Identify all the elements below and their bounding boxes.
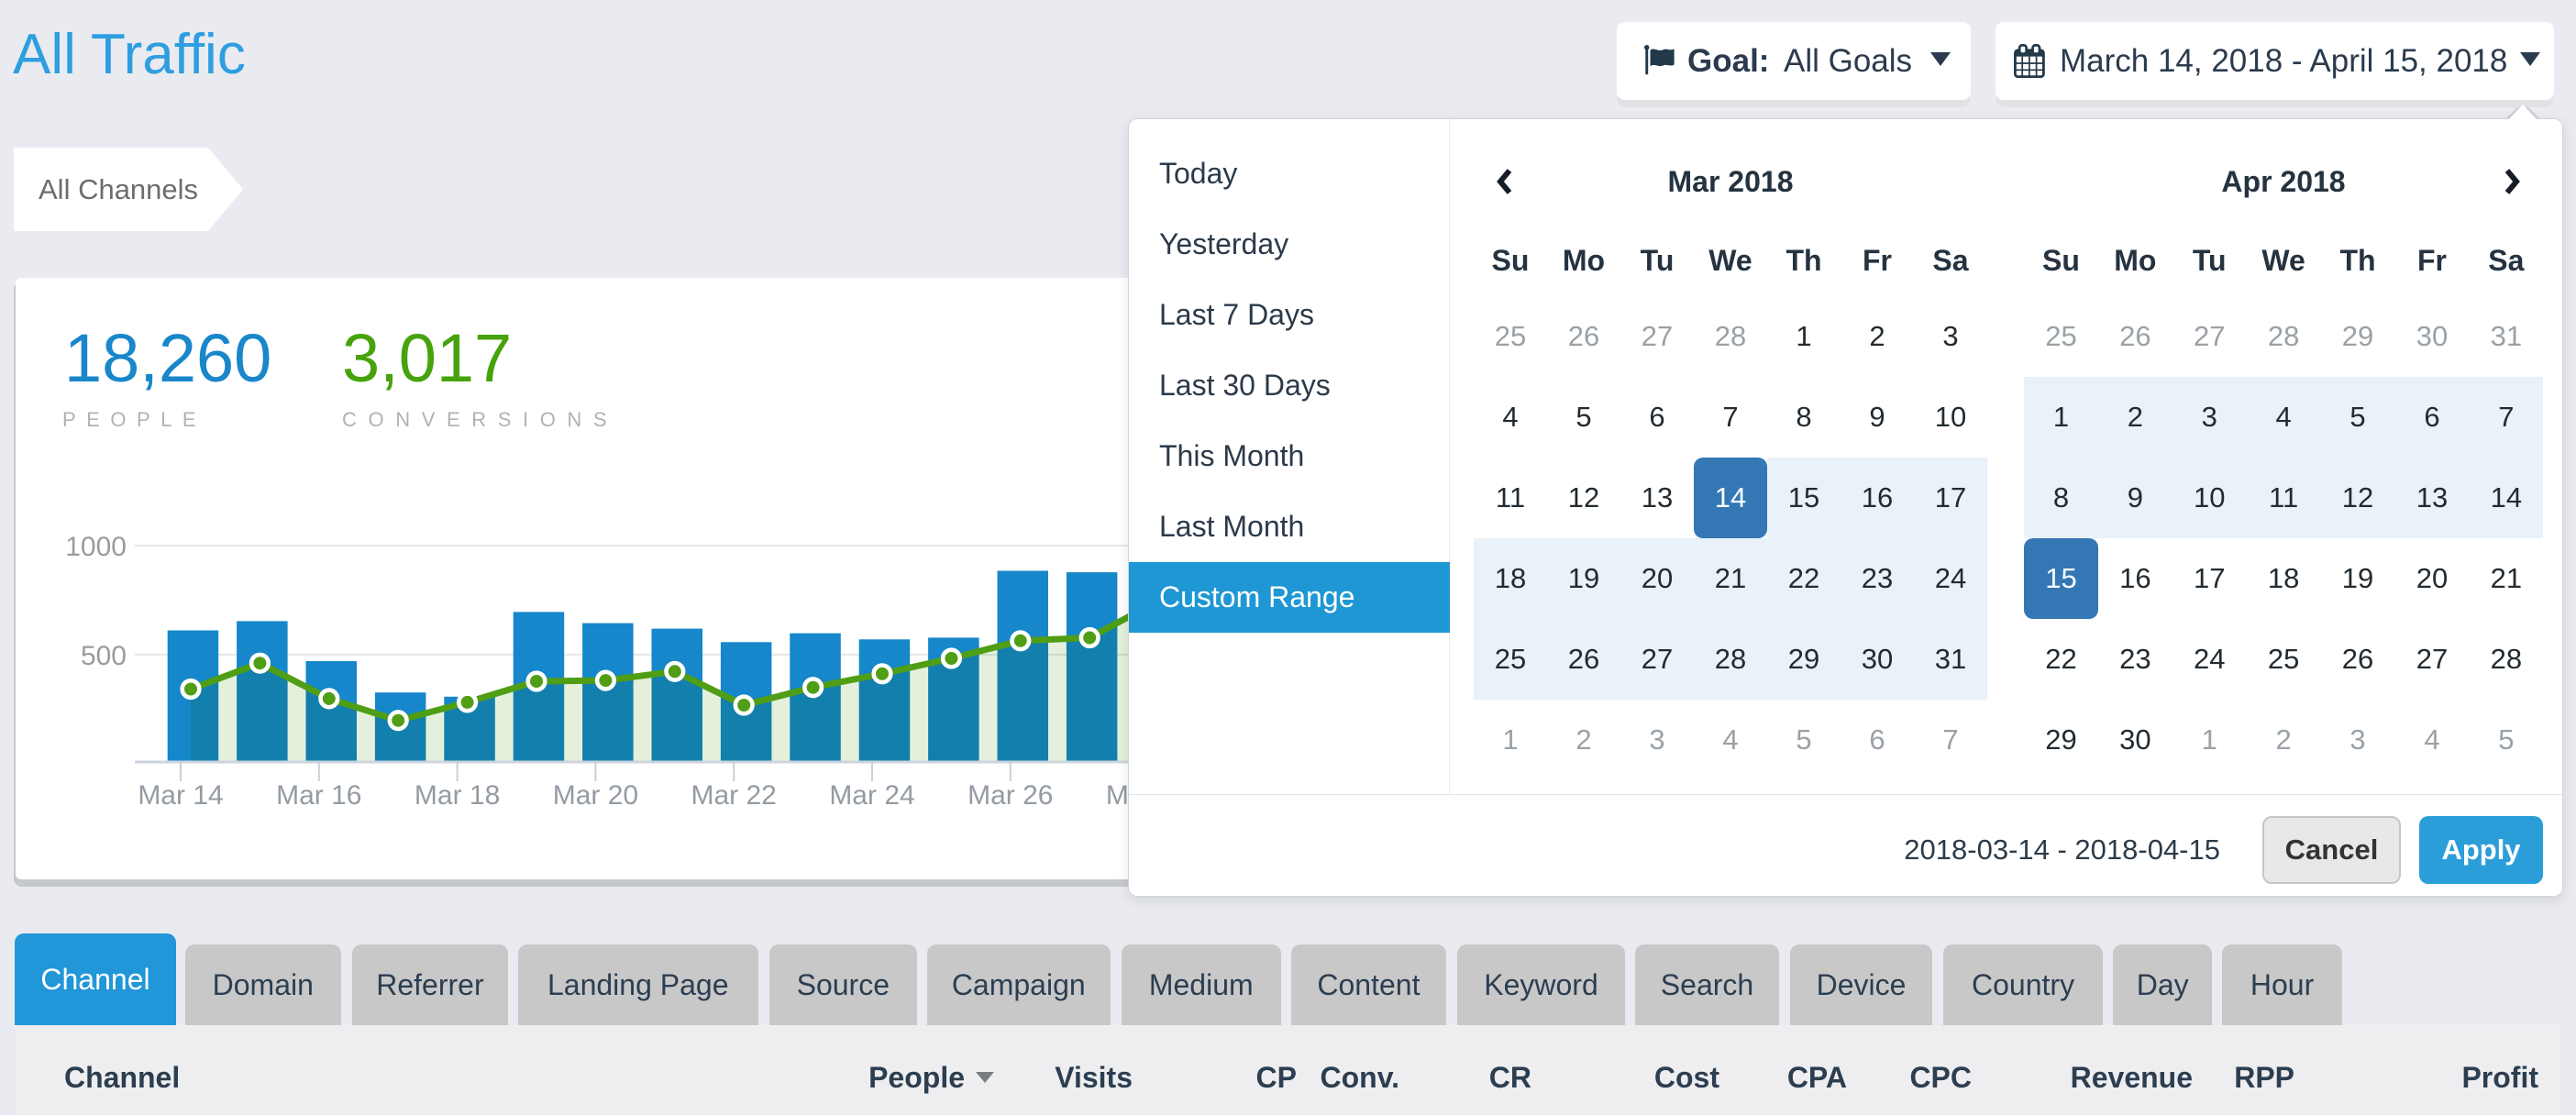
svg-text:Mar 14: Mar 14 — [138, 780, 223, 811]
svg-text:500: 500 — [81, 641, 127, 671]
svg-text:Mar 24: Mar 24 — [829, 780, 914, 811]
svg-text:Mar 20: Mar 20 — [553, 780, 638, 811]
svg-text:Mar 18: Mar 18 — [415, 780, 500, 811]
svg-text:1000: 1000 — [65, 532, 127, 562]
svg-text:Mar 16: Mar 16 — [276, 780, 361, 811]
svg-text:Mar 26: Mar 26 — [967, 780, 1053, 811]
svg-text:Mar 22: Mar 22 — [691, 780, 777, 811]
